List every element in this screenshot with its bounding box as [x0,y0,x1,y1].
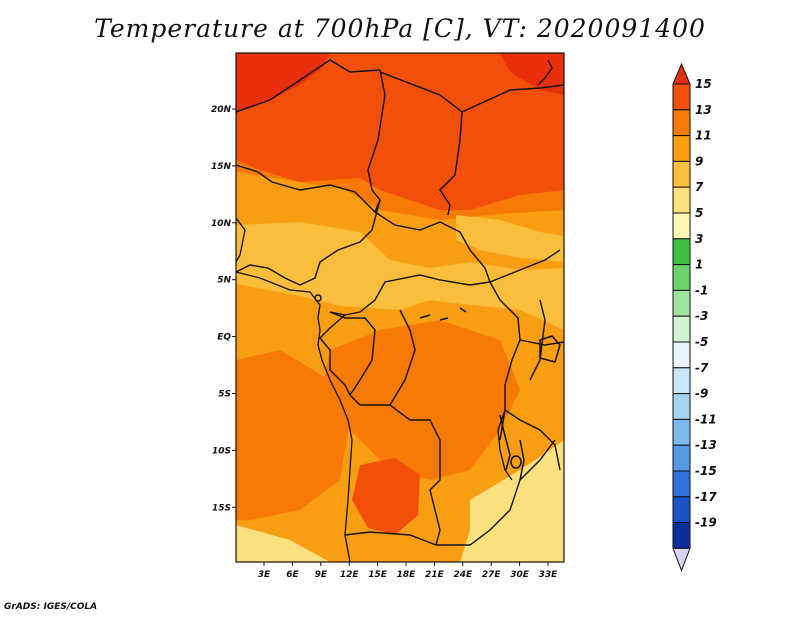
colorbar-label: 5 [695,206,703,220]
colorbar-label: 11 [695,129,712,143]
lat-tick-label: 5N [217,276,231,286]
colorbar-swatch [672,83,691,111]
colorbar-label: 13 [695,103,712,117]
lon-tick-label: 30E [510,570,530,580]
lon-tick-label: 12E [340,570,360,580]
lakes [314,294,561,481]
colorbar-swatch [672,109,691,137]
colorbar-label: -7 [695,361,709,375]
colorbar-swatch [672,289,691,317]
colorbar-high-cap [672,62,691,85]
colorbar-label: 7 [695,180,704,194]
lake-victoria [539,335,561,363]
colorbar-label: -3 [695,309,708,323]
colorbar-label: -11 [695,412,717,426]
country-borders [236,59,564,546]
lat-tick-label: 15N [211,162,232,172]
colorbar-label: -15 [695,464,717,478]
lon-tick-label: 21E [425,570,445,580]
field-11c-region-angola [352,458,420,535]
lon-tick-label: 27E [482,570,502,580]
lat-tick-label: 10S [212,446,231,456]
colorbar-swatch [672,212,691,240]
colorbar-swatch [672,367,691,395]
map-frame [235,52,565,563]
latitude-axis: 20N 15N 10N 5N EQ 5S 10S 15S [211,105,236,513]
colorbar-label: -1 [695,283,708,297]
colorbar-swatch [672,264,691,291]
colorbar-swatch [672,522,691,549]
island-bioko [314,294,322,302]
temperature-field [236,53,564,562]
chart-title: Temperature at 700hPa [C], VT: 202009140… [94,14,706,43]
lake-mweru [510,455,522,469]
field-9c-region-southwest [236,350,350,520]
colorbar-swatch [672,238,691,266]
field-5c-region-central [236,222,564,330]
colorbar-low-cap [672,547,691,572]
colorbar-swatch [672,160,691,188]
lat-tick-label: EQ [217,333,231,343]
colorbar-label: -13 [695,438,717,452]
colorbar-swatch [672,393,691,420]
colorbar-label: -5 [695,335,708,349]
field-3c-region-southeast [236,440,564,562]
colorbar-label: -9 [695,387,708,401]
colorbar-swatch [672,186,691,214]
colorbar-swatch [672,444,691,472]
small-lakes-congo [419,307,467,321]
lon-tick-label: 3E [258,570,271,580]
colorbar-swatch [672,135,691,162]
lake-tanganyika [499,414,511,471]
colorbar-swatch [672,470,691,498]
lat-tick-label: 15S [212,503,231,513]
lat-tick-label: 5S [218,390,231,400]
lon-tick-label: 15E [368,570,388,580]
colorbar: 15 13 11 9 7 5 3 1 -1 -3 -5 -7 -9 -11 -13 -15 -17 -19 [672,62,717,572]
lon-tick-label: 6E [286,570,299,580]
longitude-axis: 3E 6E 9E 12E 15E 18E 21E 24E 27E 30E 33E [258,562,558,580]
colorbar-label: 3 [695,232,703,246]
lat-tick-label: 20N [211,105,232,115]
colorbar-label: 1 [695,258,703,272]
colorbar-label: -19 [695,516,717,530]
colorbar-swatch [672,341,691,369]
lon-tick-label: 24E [453,570,473,580]
field-5c-region-north-east [456,215,564,262]
colorbar-swatch [672,315,691,343]
lake-malawi [519,439,525,481]
coastlines [236,59,553,562]
grads-credit: GrADS: IGES/COLA [4,602,98,612]
colorbar-label: -17 [695,490,717,504]
colorbar-swatch [672,418,691,446]
colorbar-label: 15 [695,77,712,91]
field-11c-region-north [236,53,564,210]
colorbar-swatch [672,496,691,524]
lon-tick-label: 9E [315,570,328,580]
lon-tick-label: 18E [397,570,417,580]
colorbar-label: 9 [695,154,703,168]
lat-tick-label: 10N [211,219,232,229]
lon-tick-label: 33E [539,570,559,580]
field-9c-region-center [320,320,520,480]
